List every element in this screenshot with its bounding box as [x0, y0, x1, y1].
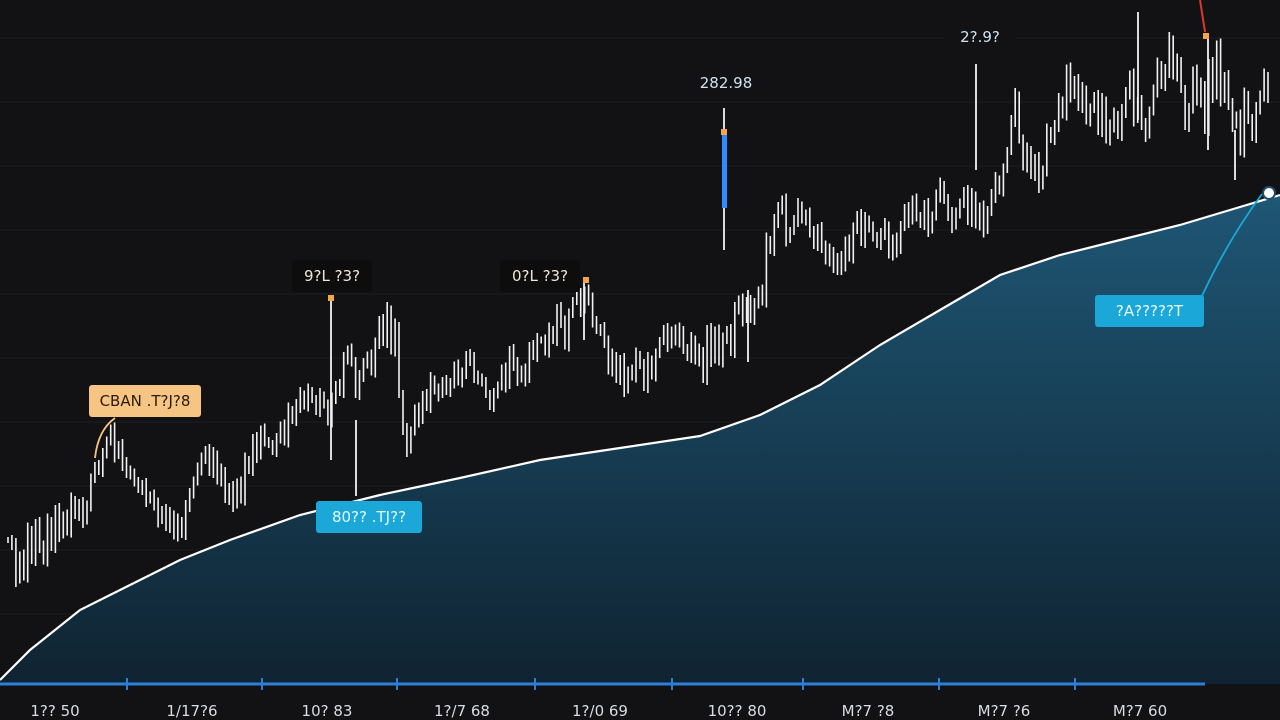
highlight-bar	[722, 132, 727, 208]
callout-left-text: CBAN .T?J?8	[100, 392, 191, 410]
end-point-marker	[1262, 186, 1276, 200]
callout-peak-4: 2?.9?	[944, 22, 1016, 52]
x-tick-label: 10?? 80	[708, 702, 767, 720]
x-tick-label: 1?/7 68	[434, 702, 490, 720]
annotation-marks	[94, 0, 1276, 459]
callout-peak-3-box	[690, 68, 762, 98]
callout-peak-4-text: 2?.9?	[960, 28, 1000, 46]
x-tick-label: M?7 ?6	[978, 702, 1031, 720]
peak-marker	[583, 277, 589, 283]
callout-peak-2-text: 0?L ?3?	[512, 267, 568, 285]
x-tick-label: M?7 ?8	[842, 702, 895, 720]
callouts: CBAN .T?J?8 9?L ?3? 0?L ?3? 282.98 2?.9? 80??…	[89, 22, 1204, 533]
moving-average-area	[0, 195, 1280, 684]
x-tick-label: M?7 60	[1113, 702, 1167, 720]
peak-marker	[721, 129, 727, 135]
callout-left-box	[89, 385, 201, 417]
x-tick-label: 1?? 50	[30, 702, 79, 720]
red-marker-line	[1199, 0, 1206, 33]
x-axis: 1?? 50 1/17?6 10? 83 1?/7 68 1?/0 69 10?? 80 M…	[0, 678, 1205, 720]
callout-left: CBAN .T?J?8	[89, 385, 201, 417]
x-tick-label: 10? 83	[302, 702, 353, 720]
peak-marker	[328, 295, 334, 301]
moving-average-line	[0, 193, 1280, 681]
callout-peak-4-box	[944, 22, 1016, 52]
callout-low-text: 80?? .TJ??	[332, 508, 406, 526]
price-ticks	[7, 12, 1269, 587]
callout-peak-3-text: 282.98	[700, 74, 753, 92]
callout-right-text: ?A?????T	[1116, 302, 1184, 320]
callout-leader-left	[94, 417, 116, 459]
peak-marker	[1203, 33, 1209, 39]
callout-leader-right	[1201, 193, 1263, 297]
callout-peak-1: 9?L ?3?	[292, 260, 372, 292]
callout-low: 80?? .TJ??	[316, 501, 422, 533]
callout-low-box	[316, 501, 422, 533]
x-tick-label: 1/17?6	[166, 702, 217, 720]
callout-peak-2-box	[500, 260, 580, 292]
callout-peak-1-text: 9?L ?3?	[304, 267, 360, 285]
callout-peak-2: 0?L ?3?	[500, 260, 580, 292]
callout-peak-3: 282.98	[690, 68, 762, 98]
callout-right: ?A?????T	[1095, 295, 1204, 327]
callout-peak-1-box	[292, 260, 372, 292]
callout-right-box	[1095, 295, 1204, 327]
x-tick-label: 1?/0 69	[572, 702, 628, 720]
